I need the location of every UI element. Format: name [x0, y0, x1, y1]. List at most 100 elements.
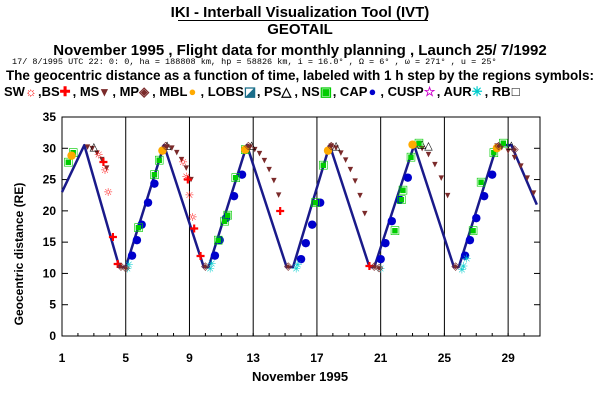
region-marker-mp: ◈: [121, 261, 130, 274]
region-marker-ns: ▣: [396, 192, 406, 205]
region-marker-bs: ✚: [183, 174, 192, 187]
region-marker-ns: ▣: [154, 153, 164, 166]
region-marker-cap: ●: [376, 252, 386, 265]
region-marker-ns: ▣: [223, 208, 233, 221]
region-marker-sw: ☼: [181, 170, 191, 183]
region-marker-mp: ◈: [327, 139, 336, 152]
legend-item: SW☼: [4, 84, 37, 99]
region-marker-ms: ▾: [169, 141, 175, 154]
legend-item: , MBL●: [152, 84, 197, 99]
legend-label: , PS: [256, 84, 282, 99]
region-marker-bs: ✚: [113, 258, 122, 271]
region-marker-cap: ●: [395, 192, 405, 205]
region-marker-ms: ▾: [184, 161, 190, 174]
region-marker-mp: ◈: [161, 139, 170, 152]
legend-symbol-icon: ✳: [471, 84, 483, 99]
legend-label: SW: [4, 84, 25, 99]
region-marker-mbl: ●: [240, 142, 250, 155]
legend-symbol-icon: ●: [188, 84, 197, 99]
x-tick-label: 1: [59, 351, 66, 365]
region-marker-mp: ◈: [510, 142, 519, 155]
legend-symbol-icon: ◈: [139, 84, 150, 99]
region-marker-cap: ●: [387, 214, 397, 227]
region-marker-ms: ▾: [266, 162, 272, 175]
legend-item: , AUR✳: [437, 84, 483, 100]
legend-item: , LOBS◪: [200, 84, 257, 100]
region-marker-ns: ▣: [390, 224, 400, 237]
y-tick-label: 5: [49, 298, 56, 312]
region-marker-mp: ◈: [494, 139, 503, 152]
region-marker-ms: ▾: [419, 142, 425, 155]
region-marker-ms: ▾: [362, 207, 368, 220]
y-tick-label: 35: [43, 110, 57, 124]
region-marker-ms: ▾: [85, 140, 91, 153]
region-marker-ns: ▣: [476, 175, 486, 188]
region-marker-ns: ▣: [68, 145, 78, 158]
region-marker-sw: ☼: [178, 156, 188, 169]
region-marker-ns: ▣: [63, 155, 73, 168]
region-marker-ns: ▣: [310, 195, 320, 208]
y-tick-label: 0: [49, 329, 56, 343]
region-marker-ns: ▣: [498, 136, 508, 149]
region-marker-sw: ☼: [100, 164, 110, 177]
region-marker-ms: ▾: [104, 161, 110, 174]
region-marker-ms: ▾: [257, 147, 263, 160]
region-marker-ms: ▾: [262, 154, 268, 167]
app-title: IKI - Interball Visualization Tool (IVT): [170, 4, 430, 21]
region-marker-aur: ✳: [206, 262, 215, 275]
legend-symbol-icon: ●: [368, 84, 377, 99]
legend-item: , MP◈: [112, 84, 149, 100]
region-marker-cap: ●: [403, 170, 413, 183]
region-marker-cap: ●: [143, 195, 153, 208]
region-marker-ms: ▾: [271, 174, 277, 187]
region-marker-cap: ●: [465, 233, 475, 246]
region-marker-ns: ▣: [318, 158, 328, 171]
legend-label: , CAP: [332, 84, 368, 99]
region-marker-bs: ✚: [196, 250, 205, 263]
region-legend: SW☼,BS✚, MS ▾, MP◈, MBL●, LOBS◪, PS△, NS▣…: [4, 84, 596, 100]
y-axis-label: Geocentric distance (RE): [12, 183, 26, 326]
legend-item: ,BS✚: [37, 84, 71, 100]
region-marker-ms: ▾: [505, 144, 511, 157]
region-marker-cap: ●: [210, 249, 220, 262]
legend-symbol-icon: ✚: [59, 84, 71, 99]
region-markers: ▾ ▾ ▾ ▾▾▾ ▾ ▾▾▾▾▾ ▾ ▾▾▾▾▾▾ ▾ ▾▾▾▾▾▾▾ ▾ ▾▾▾▾▾ ▾ ▾ ▾▾▾▾✚…: [63, 136, 537, 277]
legend-symbol-icon: ◪: [243, 84, 257, 99]
region-marker-ns: ▣: [414, 136, 424, 149]
region-marker-ms: ▾: [524, 171, 530, 184]
legend-symbol-icon: ☼: [24, 84, 37, 99]
region-marker-ns: ▣: [489, 145, 499, 158]
y-tick-label: 30: [43, 141, 57, 155]
region-marker-ms: ▾: [426, 147, 432, 160]
region-marker-ms: ▾: [352, 174, 358, 187]
region-marker-mbl: ●: [158, 144, 168, 157]
region-marker-ms: ▾: [174, 145, 180, 158]
legend-label: , MBL: [152, 84, 188, 99]
region-marker-ms: ▾: [99, 152, 105, 165]
x-tick-label: 21: [374, 351, 388, 365]
region-marker-cap: ●: [150, 177, 160, 190]
region-marker-ms: ▾: [247, 140, 253, 153]
region-marker-ms: ▾: [415, 139, 421, 152]
region-marker-ns: ▣: [240, 142, 250, 155]
region-marker-ns: ▣: [406, 150, 416, 163]
flight-data-line: November 1995 , Flight data for monthly …: [53, 42, 547, 59]
region-marker-ns: ▣: [398, 183, 408, 196]
legend-label: ,BS: [37, 84, 60, 99]
region-marker-cap: ●: [237, 167, 247, 180]
region-marker-ps: △: [90, 140, 99, 153]
region-marker-cap: ●: [296, 252, 306, 265]
region-marker-mp: ◈: [451, 259, 460, 272]
region-marker-cap: ●: [307, 217, 317, 230]
region-marker-bs: ✚: [99, 156, 108, 169]
region-marker-ms: ▾: [94, 146, 100, 159]
region-marker-mbl: ●: [323, 144, 333, 157]
mission-name: GEOTAIL: [267, 21, 333, 38]
region-marker-mbl: ●: [67, 149, 77, 162]
region-marker-aur: ✳: [376, 262, 385, 275]
region-marker-aur: ✳: [124, 259, 133, 272]
region-marker-cap: ●: [221, 211, 231, 224]
title-underline: [178, 20, 428, 21]
legend-label: , MP: [112, 84, 140, 99]
